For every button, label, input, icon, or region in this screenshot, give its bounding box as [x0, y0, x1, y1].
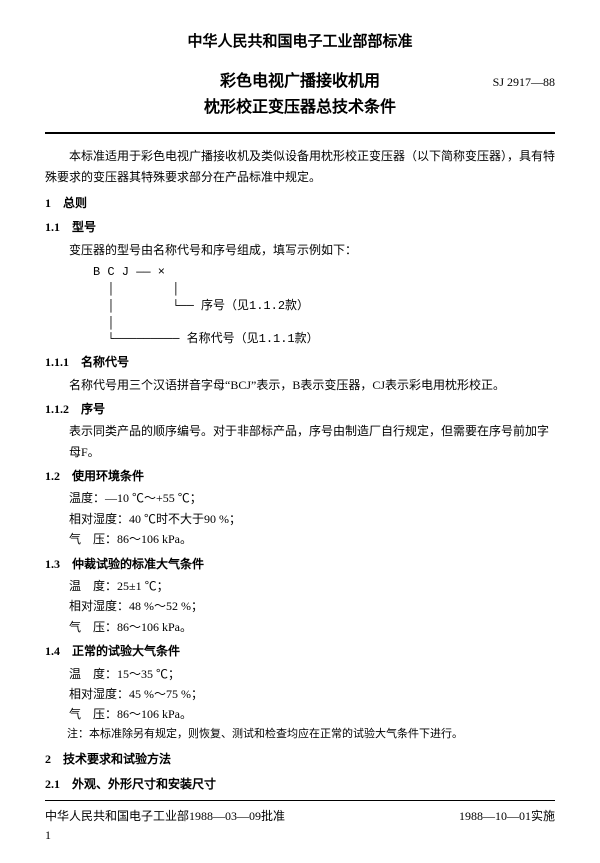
diagram-row-5: └───────── 名称代号（见1.1.1款）: [93, 332, 319, 346]
section-1-1-2-text: 表示同类产品的顺序编号。对于非部标产品，序号由制造厂自行规定，但需要在序号前加字…: [45, 421, 555, 462]
s1-4-humidity: 相对湿度：45 %～75 %；: [45, 684, 555, 704]
rule-top: [45, 132, 555, 134]
rule-bottom: [45, 800, 555, 801]
diagram-row-1: B C J —— ×: [93, 265, 165, 279]
effective-date: 1988—10—01实施: [459, 807, 555, 824]
diagram-row-3: │ └── 序号（见1.1.2款）: [93, 299, 309, 313]
standard-code: SJ 2917—88: [493, 75, 555, 90]
section-1-1-1-text: 名称代号用三个汉语拼音字母“BCJ”表示，B表示变压器，CJ表示彩电用枕形校正。: [45, 375, 555, 395]
section-1-3-heading: 1.3 仲裁试验的标准大气条件: [45, 554, 555, 574]
section-1-heading: 1 总则: [45, 193, 555, 213]
section-1-1-text: 变压器的型号由名称代号和序号组成，填写示例如下：: [45, 240, 555, 260]
s1-3-temperature: 温 度：25±1 ℃；: [45, 576, 555, 596]
s1-2-temperature: 温度：—10 ℃～+55 ℃；: [45, 488, 555, 508]
page-number: 1: [45, 828, 555, 843]
approval-text: 中华人民共和国电子工业部1988—03—09批准: [45, 807, 285, 824]
s1-2-humidity: 相对湿度：40 ℃时不大于90 %；: [45, 509, 555, 529]
s1-4-temperature: 温 度：15～35 ℃；: [45, 664, 555, 684]
title-line-2: 枕形校正变压器总技术条件: [204, 95, 396, 121]
s1-4-pressure: 气 压：86～106 kPa。: [45, 704, 555, 724]
diagram-row-4: │: [93, 316, 115, 330]
document-page: 中华人民共和国电子工业部部标准 彩色电视广播接收机用 枕形校正变压器总技术条件 …: [0, 0, 600, 863]
title-block: 彩色电视广播接收机用 枕形校正变压器总技术条件 SJ 2917—88: [45, 69, 555, 120]
section-1-4-heading: 1.4 正常的试验大气条件: [45, 641, 555, 661]
model-number-diagram: B C J —— × │ │ │ └── 序号（见1.1.2款） │ └────…: [93, 264, 555, 348]
standard-title: 彩色电视广播接收机用 枕形校正变压器总技术条件: [204, 69, 396, 120]
s1-2-pressure: 气 压：86～106 kPa。: [45, 529, 555, 549]
s1-4-note: 注：本标准除另有规定，则恢复、测试和检查均应在正常的试验大气条件下进行。: [45, 725, 555, 744]
title-line-1: 彩色电视广播接收机用: [204, 69, 396, 95]
section-1-1-1-heading: 1.1.1 名称代号: [45, 352, 555, 372]
footer-row: 中华人民共和国电子工业部1988—03—09批准 1988—10—01实施: [45, 807, 555, 824]
section-2-heading: 2 技术要求和试验方法: [45, 749, 555, 769]
section-1-1-2-heading: 1.1.2 序号: [45, 399, 555, 419]
s1-3-humidity: 相对湿度：48 %～52 %；: [45, 596, 555, 616]
intro-paragraph: 本标准适用于彩色电视广播接收机及类似设备用枕形校正变压器（以下简称变压器），具有…: [45, 146, 555, 187]
issuing-org: 中华人民共和国电子工业部部标准: [45, 30, 555, 51]
body: 本标准适用于彩色电视广播接收机及类似设备用枕形校正变压器（以下简称变压器），具有…: [45, 146, 555, 794]
section-2-1-heading: 2.1 外观、外形尺寸和安装尺寸: [45, 774, 555, 794]
section-1-2-heading: 1.2 使用环境条件: [45, 466, 555, 486]
diagram-row-2: │ │: [93, 282, 179, 296]
section-1-1-heading: 1.1 型号: [45, 217, 555, 237]
s1-3-pressure: 气 压：86～106 kPa。: [45, 617, 555, 637]
